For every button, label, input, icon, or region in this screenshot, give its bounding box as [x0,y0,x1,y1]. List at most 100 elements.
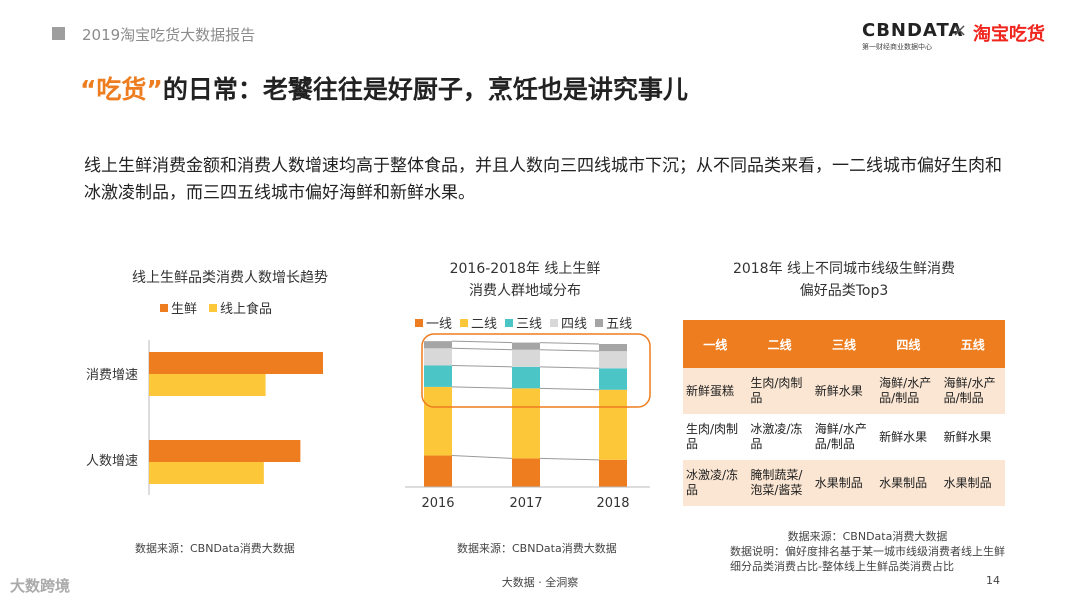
chart2-legend-label-2: 三线 [516,317,543,332]
chart2-source: 数据来源：CBNData消费大数据 [457,542,617,555]
chart2-series-connector [539,366,600,369]
chart2-series-connector [451,340,513,344]
chart2-plot: 2016 2017 2018 [405,333,651,511]
chart2-legend-swatch-0 [415,318,423,327]
chart2-series-connector [451,364,513,368]
table-cell: 新鲜水果 [940,414,1005,460]
chart2-title: 2016-2018年 线上生鲜 消费人群地域分布 [380,258,670,302]
table-cell: 生肉/肉制品 [683,414,748,460]
table-cell: 海鲜/水产品/制品 [876,368,941,414]
footer-tagline: 大数据 · 全洞察 [501,576,579,589]
table-title: 2018年 线上不同城市线级生鲜消费 偏好品类Top3 [683,258,1005,302]
watermark-logo: 大数跨境 [10,577,71,595]
table-cell: 冰激凌/冻品 [747,414,812,460]
table-title-line1: 2018年 线上不同城市线级生鲜消费 [732,261,956,277]
chart2-legend-label-3: 四线 [561,317,588,332]
chart2-series-connector [539,349,600,352]
chart2-bar-segment-一线 [512,458,540,487]
chart1-bar-生鲜 [149,352,323,374]
chart2-x-tick-label: 2016 [421,496,454,511]
chart1-legend-label-0: 生鲜 [171,302,198,317]
page-number: 14 [986,574,1000,587]
table-row: 生肉/肉制品 冰激凌/冻品 海鲜/水产品/制品 新鲜水果 新鲜水果 [683,414,1005,460]
chart2-bar-segment-三线 [512,366,540,389]
chart2-legend-swatch-4 [595,318,604,327]
chart2-legend-item-0: 一线 [415,313,452,332]
chart1-plot: 消费增速 人数增速 [86,340,323,495]
chart2-legend-swatch-2 [505,318,514,327]
chart2-bar-segment-二线 [599,389,627,460]
chart1-category-label: 人数增速 [86,454,138,469]
table-row: 冰激凌/冻品 腌制蔬菜/泡菜/酱菜 水果制品 水果制品 水果制品 [683,460,1005,506]
chart2-bar-segment-五线 [424,341,452,349]
chart2-bar-segment-三线 [599,368,627,390]
cbndata-logo: CBNDATA [862,20,964,41]
header-square-mark [52,27,65,40]
chart2-legend-item-3: 四线 [550,313,587,332]
intro-paragraph: 线上生鲜消费金额和消费人数增速均高于整体食品，并且人数向三四线城市下沉；从不同品… [84,156,1002,203]
chart1-legend-label-1: 线上食品 [220,302,273,317]
table-header-row: 一线 二线 三线 四线 五线 [683,320,1005,368]
chart2-legend-item-4: 五线 [595,313,632,332]
table-source-text: 数据来源：CBNData消费大数据 [787,530,948,543]
chart1-legend: 生鲜 线上食品 [160,298,272,317]
report-title: 2019淘宝吃货大数据报告 [82,26,256,44]
chart2-bar-segment-二线 [424,386,452,456]
chart2-legend-swatch-1 [460,318,469,327]
table-title-line2: 偏好品类Top3 [799,283,889,299]
chart1-category-label: 消费增速 [86,368,138,383]
preference-table: 一线 二线 三线 四线 五线 新鲜蛋糕 生肉/肉制品 新鲜水果 海鲜/水产品/制… [683,320,1005,506]
chart2-legend-label-0: 一线 [426,317,453,332]
table-header-cell: 五线 [940,320,1005,368]
chart2-series-connector [451,347,513,351]
chart2-bar-segment-四线 [599,351,627,369]
chart2-bar-segment-四线 [512,349,540,367]
chart2-legend-swatch-3 [550,318,559,327]
chart2-legend-item-2: 三线 [505,313,542,332]
chart1-bar-线上食品 [149,374,266,396]
table-cell: 海鲜/水产品/制品 [811,414,877,460]
chart2-x-tick-label: 2018 [596,496,629,511]
table-note-text: 数据说明：偏好度排名基于某一城市线级消费者线上生鲜细分品类消费占比-整体线上生鲜… [730,545,1005,573]
chart2-series-connector [451,386,513,389]
chart1-source: 数据来源：CBNData消费大数据 [135,542,295,555]
table-cell: 水果制品 [876,460,941,506]
chart2-bar-segment-五线 [512,342,540,350]
taobao-chihuo-logo: 淘宝吃货 [973,24,1045,45]
cbndata-logo-subtitle: 第一财经商业数据中心 [862,43,932,51]
brand-separator: × [952,20,968,41]
table-cell: 水果制品 [940,460,1005,506]
table-header-cell: 二线 [747,320,812,368]
table-cell: 冰激凌/冻品 [683,460,748,506]
chart1-bar-生鲜 [149,440,301,462]
chart2-series-connector [539,342,600,345]
chart2-x-tick-label: 2017 [509,496,542,511]
chart2-legend: 一线 二线 三线 四线 五线 [415,313,632,332]
chart1-bar-线上食品 [149,462,264,484]
chart2-bar-segment-二线 [512,388,540,459]
chart2-legend-item-1: 二线 [460,313,497,332]
slide-title-highlight: “吃货” [80,75,163,104]
chart2-bar-segment-一线 [599,459,627,487]
chart1-title: 线上生鲜品类消费人数增长趋势 [132,270,328,286]
table-header-cell: 四线 [876,320,941,368]
chart2-legend-label-4: 五线 [606,317,633,332]
chart2-legend-label-1: 二线 [471,317,498,332]
table-cell: 生肉/肉制品 [747,368,812,414]
chart1-legend-swatch-0 [160,303,168,312]
slide-title: “吃货”的日常：老饕往往是好厨子，烹饪也是讲究事儿 [80,70,688,106]
table-cell: 腌制蔬菜/泡菜/酱菜 [747,460,812,506]
chart1-legend-item-0: 生鲜 [160,298,197,317]
chart2-bar-segment-五线 [599,344,627,352]
chart2-title-line1: 2016-2018年 线上生鲜 [449,261,601,277]
table-header-cell: 一线 [683,320,748,368]
table-row: 新鲜蛋糕 生肉/肉制品 新鲜水果 海鲜/水产品/制品 海鲜/水产品/制品 [683,368,1005,414]
chart1-legend-swatch-1 [209,303,218,312]
table-cell: 新鲜水果 [811,368,877,414]
table-cell: 新鲜蛋糕 [683,368,748,414]
chart2-bar-segment-三线 [424,365,452,387]
chart1-legend-item-1: 线上食品 [209,298,272,317]
table-cell: 海鲜/水产品/制品 [940,368,1005,414]
table-cell: 水果制品 [811,460,877,506]
chart2-series-connector [539,457,600,461]
